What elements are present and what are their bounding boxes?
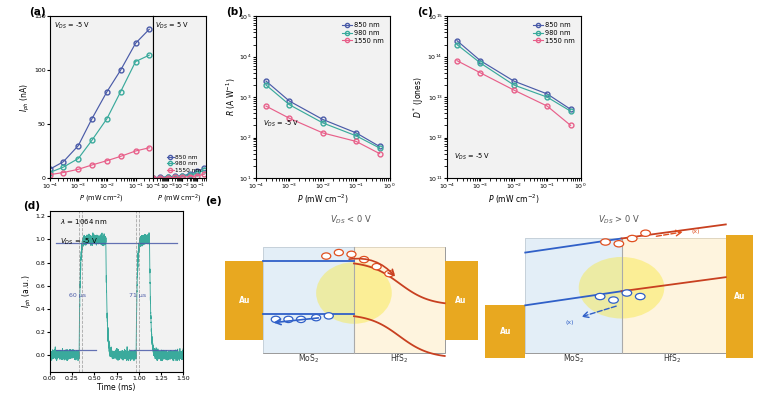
Circle shape [385,270,393,277]
Circle shape [322,253,331,259]
Text: (b): (b) [227,7,244,17]
Bar [526,238,622,353]
X-axis label: $P$ (mW cm$^{-2}$): $P$ (mW cm$^{-2}$) [488,193,539,206]
Bar [225,261,263,340]
Bar [622,238,726,353]
X-axis label: $P$ (mW cm$^{-2}$): $P$ (mW cm$^{-2}$) [79,193,124,205]
Circle shape [601,239,610,245]
Circle shape [284,316,293,323]
Text: (e): (e) [206,196,222,206]
Legend: 850 nm, 980 nm, 1550 nm: 850 nm, 980 nm, 1550 nm [530,20,578,46]
Ellipse shape [579,257,665,319]
Text: $V_{DS}$ = -5 V: $V_{DS}$ = -5 V [60,236,99,247]
Text: MoS$_2$: MoS$_2$ [563,353,584,365]
Circle shape [360,256,368,263]
Circle shape [595,293,605,300]
Circle shape [609,297,618,303]
Circle shape [335,249,343,256]
Text: 71 μs: 71 μs [129,293,147,298]
Y-axis label: $D^*$ (Jones): $D^*$ (Jones) [412,76,426,118]
Bar [354,247,445,353]
Text: $V_{DS}$ > 0 V: $V_{DS}$ > 0 V [597,214,640,226]
Text: (c): (c) [418,7,433,17]
Y-axis label: $I_{ph}$ (a.u.): $I_{ph}$ (a.u.) [21,275,34,308]
Circle shape [324,313,333,319]
Circle shape [271,316,280,323]
Circle shape [622,290,632,296]
Bar [485,305,526,358]
Text: Au: Au [733,292,745,301]
Legend: 850 nm, 980 nm, 1550 nm: 850 nm, 980 nm, 1550 nm [164,153,203,175]
X-axis label: $P$ (mW cm$^{-2}$): $P$ (mW cm$^{-2}$) [297,193,348,206]
Ellipse shape [316,262,392,324]
Text: (x): (x) [691,229,700,234]
Legend: 850 nm, 980 nm, 1550 nm: 850 nm, 980 nm, 1550 nm [339,20,387,46]
Text: Au: Au [500,327,511,336]
Circle shape [312,315,321,321]
Text: Au: Au [238,297,250,306]
Bar [526,238,726,353]
Text: $V_{DS}$ = 5 V: $V_{DS}$ = 5 V [155,21,189,31]
Circle shape [372,263,381,270]
Text: $V_{DS}$ = -5 V: $V_{DS}$ = -5 V [53,21,90,31]
Bar [263,247,354,353]
Text: $\lambda$ = 1064 nm: $\lambda$ = 1064 nm [60,217,108,226]
Text: $V_{DS}$ < 0 V: $V_{DS}$ < 0 V [330,214,373,226]
Circle shape [614,240,623,247]
Text: (d): (d) [23,201,40,211]
Text: $V_{DS}$ = -5 V: $V_{DS}$ = -5 V [263,119,299,130]
X-axis label: Time (ms): Time (ms) [97,383,136,392]
Text: $V_{DS}$ = -5 V: $V_{DS}$ = -5 V [454,152,490,162]
Y-axis label: $R$ (A W$^{-1}$): $R$ (A W$^{-1}$) [225,78,238,116]
Bar [445,261,478,340]
Bar [726,235,753,358]
Text: (a): (a) [29,7,46,17]
Text: HfS$_2$: HfS$_2$ [390,353,409,365]
Circle shape [296,316,306,323]
Circle shape [636,293,645,300]
X-axis label: $P$ (mW cm$^{-2}$): $P$ (mW cm$^{-2}$) [157,193,202,205]
Circle shape [641,230,650,236]
Text: (x): (x) [565,320,574,326]
Bar [263,247,445,353]
Text: 60 μs: 60 μs [70,293,86,298]
Text: Au: Au [455,297,467,306]
Y-axis label: $I_{ph}$ (nA): $I_{ph}$ (nA) [19,83,33,112]
Text: HfS$_2$: HfS$_2$ [663,353,681,365]
Text: MoS$_2$: MoS$_2$ [298,353,319,365]
Circle shape [627,235,637,242]
Circle shape [347,251,356,258]
